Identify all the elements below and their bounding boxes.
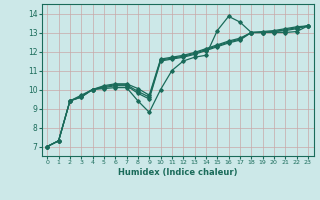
X-axis label: Humidex (Indice chaleur): Humidex (Indice chaleur) [118, 168, 237, 177]
